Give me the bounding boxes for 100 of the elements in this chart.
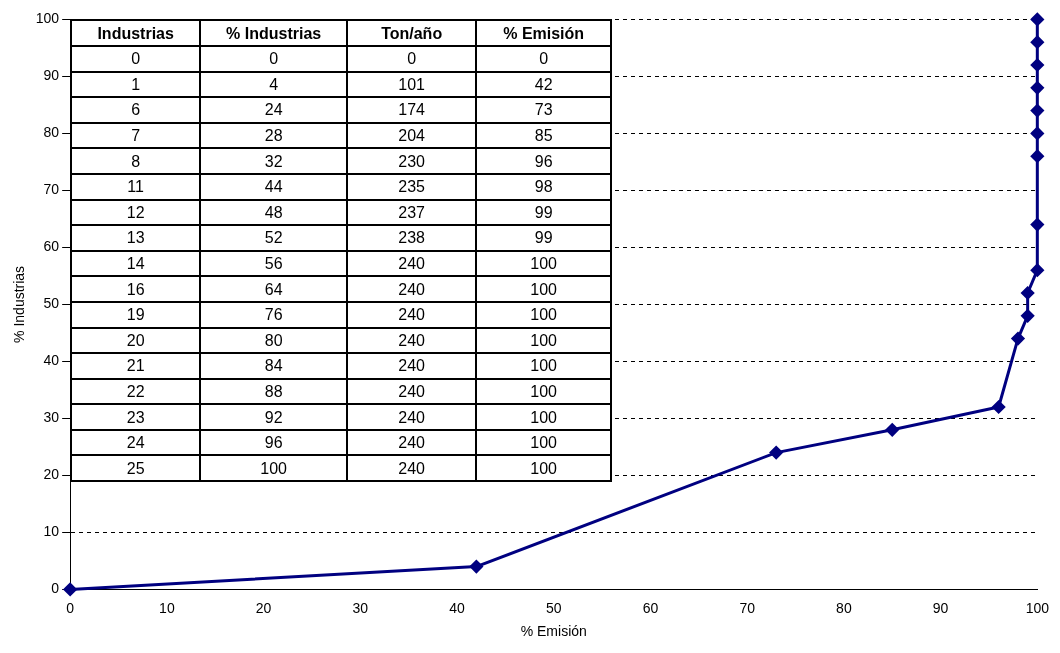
x-tick-label: 50 (545, 599, 562, 616)
x-tick-label: 70 (739, 599, 756, 616)
annotation: 1 (71, 71, 201, 98)
annotation: 240 (347, 301, 477, 328)
annotation: 100 (476, 455, 612, 482)
annotation: 238 (347, 225, 477, 251)
annotation: 13 (71, 225, 201, 251)
annotation: 28 (200, 122, 348, 149)
annotation: 19 (71, 301, 201, 328)
point (885, 423, 899, 437)
annotation: 92 (200, 404, 348, 430)
annotation: % Emisión (476, 20, 612, 46)
annotation: 240 (347, 353, 477, 379)
y-tick-label: 30 (43, 409, 60, 426)
y-tick-label: 20 (43, 466, 60, 483)
annotation: 32 (200, 148, 348, 174)
y-tick-label: 40 (43, 352, 60, 369)
annotation: 100 (476, 250, 612, 277)
annotation: Industrias (71, 20, 201, 46)
annotation: Ton/año (347, 20, 477, 46)
annotation: 20 (71, 327, 201, 354)
y-tick-label: 80 (43, 124, 60, 141)
point (1011, 332, 1025, 346)
annotation: 100 (200, 455, 348, 482)
annotation: 23 (71, 404, 201, 430)
annotation: 80 (200, 327, 348, 354)
annotation: 204 (347, 122, 477, 149)
annotation: 96 (200, 429, 348, 456)
annotation: 237 (347, 199, 477, 226)
annotation: 0 (347, 45, 477, 72)
point (1030, 35, 1044, 49)
x-tick-label: 60 (642, 599, 659, 616)
annotation: 100 (476, 404, 612, 430)
point (1030, 126, 1044, 140)
annotation: 12 (71, 199, 201, 226)
point (1021, 309, 1035, 323)
annotation: 0 (71, 45, 201, 72)
annotation: 64 (200, 276, 348, 302)
x-tick-label: 80 (836, 599, 852, 616)
annotation: 0 (476, 45, 612, 72)
annotation: 100 (476, 276, 612, 302)
x-tick-label: 30 (352, 599, 369, 616)
annotation: 0 (200, 45, 348, 72)
annotation: 4 (200, 71, 348, 98)
annotation: 25 (71, 455, 201, 482)
x-axis-title: % Emisión (520, 623, 587, 640)
point (1030, 58, 1044, 72)
point (1030, 263, 1044, 277)
annotation: 240 (347, 404, 477, 430)
point (1030, 149, 1044, 163)
x-tick-label: 100 (1025, 599, 1050, 616)
annotation: 7 (71, 122, 201, 149)
annotation: 240 (347, 327, 477, 354)
point (769, 446, 783, 460)
annotation: 96 (476, 148, 612, 174)
annotation: 42 (476, 71, 612, 98)
annotation: 88 (200, 378, 348, 405)
annotation: 21 (71, 353, 201, 379)
y-tick-label: 10 (43, 523, 60, 540)
annotation: 100 (476, 301, 612, 328)
x-tick-label: 90 (932, 599, 949, 616)
annotation: 56 (200, 250, 348, 277)
x-tick-label: 40 (449, 599, 466, 616)
point (1030, 12, 1044, 26)
annotation: 44 (200, 173, 348, 200)
annotation: 99 (476, 225, 612, 251)
annotation: 24 (200, 97, 348, 123)
annotation: 84 (200, 353, 348, 379)
y-tick-label: 60 (43, 238, 60, 255)
y-tick-label: 70 (43, 181, 60, 198)
point (469, 560, 483, 574)
annotation: 240 (347, 250, 477, 277)
y-axis-title: % Industrias (11, 265, 28, 343)
annotation: 101 (347, 71, 477, 98)
annotation: 235 (347, 173, 477, 200)
annotation: 24 (71, 429, 201, 456)
annotation: 240 (347, 429, 477, 456)
annotation: 14 (71, 250, 201, 277)
annotation: 230 (347, 148, 477, 174)
annotation: 100 (476, 429, 612, 456)
y-tick-label: 90 (43, 67, 60, 84)
point (1030, 104, 1044, 118)
annotation: 85 (476, 122, 612, 149)
annotation: 52 (200, 225, 348, 251)
annotation: 16 (71, 276, 201, 302)
annotation: 6 (71, 97, 201, 123)
annotation: 8 (71, 148, 201, 174)
y-tick-label: 100 (35, 10, 60, 27)
annotation: 240 (347, 276, 477, 302)
annotation: 240 (347, 378, 477, 405)
y-tick-label: 50 (43, 295, 60, 312)
annotation: 99 (476, 199, 612, 226)
annotation: 100 (476, 353, 612, 379)
annotation: 22 (71, 378, 201, 405)
annotation: 100 (476, 378, 612, 405)
point (992, 400, 1006, 414)
annotation: 48 (200, 199, 348, 226)
y-tick-label: 0 (51, 580, 60, 597)
annotation: 73 (476, 97, 612, 123)
annotation: 174 (347, 97, 477, 123)
